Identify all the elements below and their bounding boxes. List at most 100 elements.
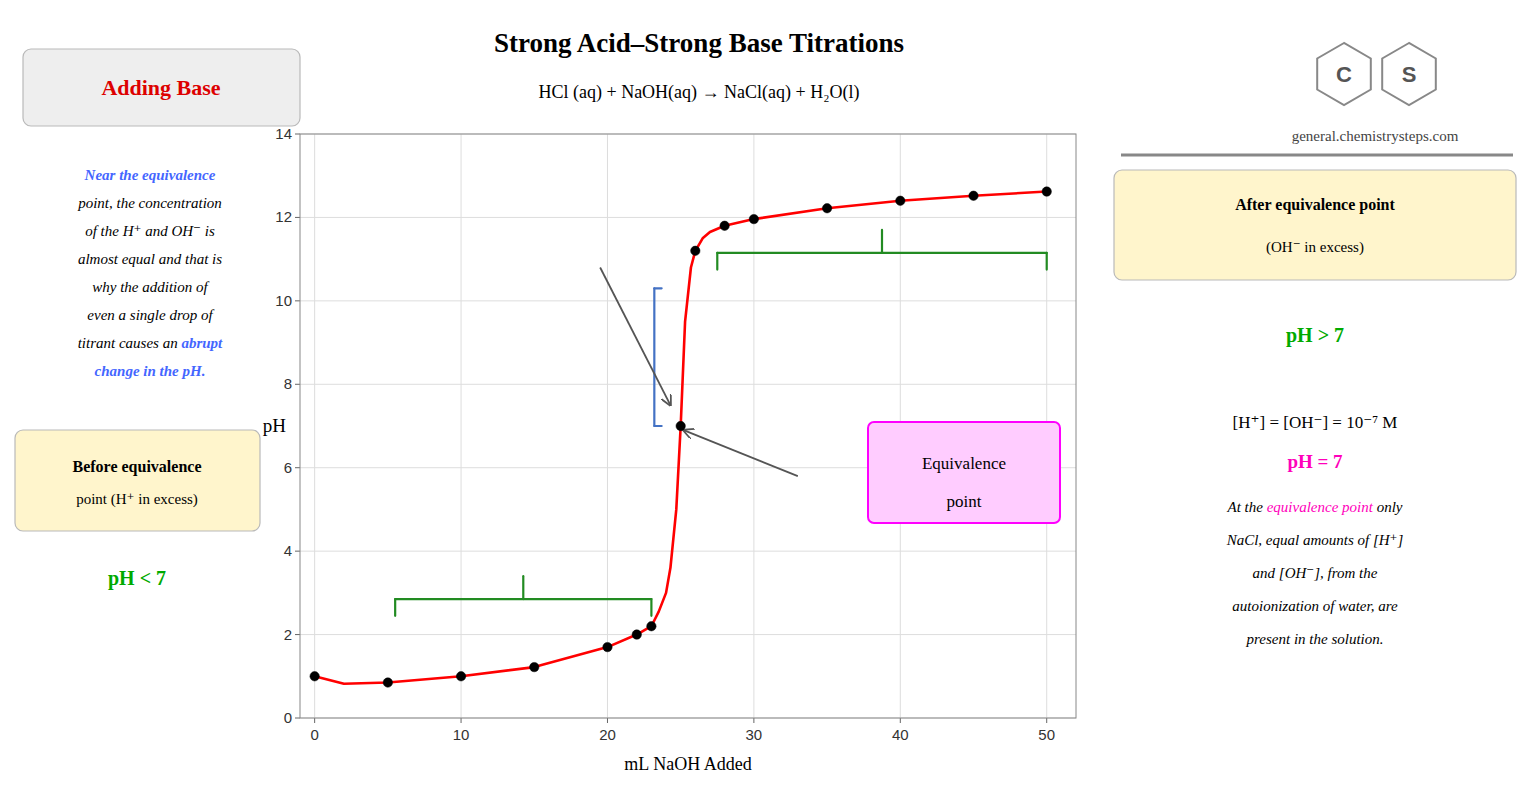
note-line: point, the concentration [77,195,222,211]
note-line: why the addition of [92,279,209,295]
bracket-end [654,287,661,289]
tick-label-y: 12 [275,208,292,225]
note-span: NaCl, equal amounts of [H⁺] [1226,532,1404,548]
note-span: even a single drop of [87,307,214,323]
equivalence-ph: pH = 7 [1287,451,1343,472]
note-span: autoionization of water, are [1232,598,1398,614]
subtitle: HCl (aq) + NaOH(aq) → NaCl(aq) + H₂O(l) [539,82,860,103]
tick-label-x: 10 [453,726,470,743]
grid-line-y [300,217,1076,218]
equivalence-box-text: point [947,492,982,511]
note-span: of the H⁺ and OH⁻ is [85,223,215,239]
tick-label-x: 40 [892,726,909,743]
note-line: of the H⁺ and OH⁻ is [85,223,215,239]
data-point [720,221,729,230]
tick-label-y: 4 [284,542,292,559]
grid-line-y [300,384,1076,385]
logo-letter: S [1402,62,1417,87]
note-line: almost equal and that is [78,251,222,267]
before-box [15,430,260,531]
data-point [1042,187,1051,196]
header-box [23,49,300,126]
arrow [600,267,670,405]
tick-label-x: 0 [310,726,318,743]
bracket-stem [881,230,883,253]
note-span: point, the concentration [77,195,222,211]
tick-y [295,467,300,468]
bracket-vertical [653,288,655,426]
tick-y [295,217,300,218]
before-ph: pH < 7 [108,567,166,590]
before-box-text: Before equivalence [72,458,201,476]
logo-letter: C [1336,62,1352,87]
data-point [969,191,978,200]
note-span: why the addition of [92,279,209,295]
grid-line-x [461,134,462,718]
note-line: At the equivalence point only [1227,499,1403,515]
after-box-text: (OH⁻ in excess) [1266,239,1364,256]
data-point [530,662,539,671]
tick-label-y: 14 [275,125,292,142]
note-line: and [OH⁻], from the [1253,565,1378,581]
note-span: and [OH⁻], from the [1253,565,1378,581]
note-span: abrupt [181,335,223,351]
tick-label-y: 8 [284,375,292,392]
note-line: Near the equivalence [84,167,216,183]
note-span: At the [1227,499,1267,515]
x-axis-label: mL NaOH Added [624,754,751,774]
equivalence-formula: [H⁺] = [OH⁻] = 10⁻⁷ M [1233,413,1398,432]
y-axis-label: pH [263,415,287,436]
tick-y [295,134,300,135]
logo-hexagon [1382,43,1436,105]
equivalence-box [868,422,1060,523]
title: Strong Acid–Strong Base Titrations [494,28,904,58]
tick-y [295,384,300,385]
note-span: equivalence point [1267,499,1374,515]
tick-x [753,718,754,723]
divider [1121,154,1513,157]
data-point [749,214,758,223]
plot-frame [300,134,1076,718]
note-span: change in the pH. [95,363,206,379]
data-point [456,672,465,681]
data-point [310,672,319,681]
grid-line-y [300,634,1076,635]
grid-line-x [314,134,315,718]
note-span: titrant causes an [78,335,182,351]
tick-y [295,718,300,719]
tick-y [295,300,300,301]
tick-x [900,718,901,723]
tick-label-x: 30 [746,726,763,743]
data-point [822,204,831,213]
after-box [1114,170,1516,280]
bracket-stem [522,576,524,599]
tick-x [314,718,315,723]
tick-label-x: 50 [1038,726,1055,743]
data-point [383,678,392,687]
before-box-text: point (H⁺ in excess) [76,491,198,508]
note-line: even a single drop of [87,307,214,323]
grid [300,134,1076,718]
data-point [647,622,656,631]
equivalence-box-text: Equivalence [922,454,1006,473]
tick-y [295,634,300,635]
data-point [896,196,905,205]
tick-x [607,718,608,723]
plot-background [300,134,1076,718]
tick-label-y: 2 [284,626,292,643]
bracket-end [650,599,652,616]
data-point [676,421,685,430]
grid-line-y [300,551,1076,552]
note-line: NaCl, equal amounts of [H⁺] [1226,532,1404,548]
logo-hexagon [1317,43,1371,105]
data-point [691,246,700,255]
bracket-end [654,425,661,427]
note-line: autoionization of water, are [1232,598,1398,614]
after-box-text: After equivalence point [1235,196,1395,214]
website: general.chemistrysteps.com [1292,128,1459,144]
note-line: titrant causes an abrupt [78,335,223,351]
note-span: almost equal and that is [78,251,222,267]
grid-line-x [607,134,608,718]
data-point [603,642,612,651]
tick-label-x: 20 [599,726,616,743]
